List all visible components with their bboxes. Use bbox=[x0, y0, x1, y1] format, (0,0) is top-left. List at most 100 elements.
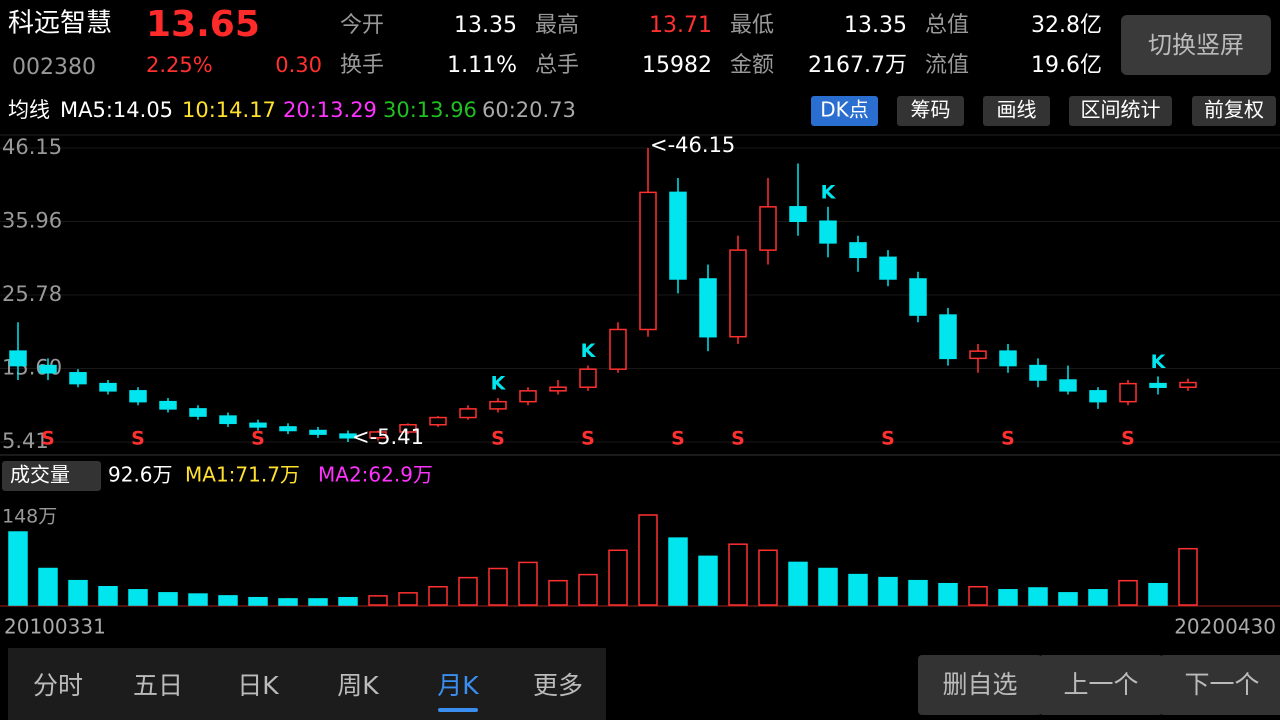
stat-label: 最低 bbox=[730, 13, 774, 38]
volume-bar bbox=[998, 589, 1018, 606]
signal: S bbox=[1121, 428, 1135, 450]
volume-bar bbox=[518, 561, 538, 606]
signal: K bbox=[491, 373, 507, 395]
candle-body bbox=[729, 249, 747, 338]
volume-axis-label: 148万 bbox=[2, 506, 57, 528]
volume-bar bbox=[728, 543, 748, 606]
signal: S bbox=[581, 428, 595, 450]
volume-bar bbox=[98, 586, 118, 606]
ma-title: 均线 bbox=[8, 98, 50, 122]
candle-body bbox=[1089, 390, 1107, 403]
volume-bar bbox=[68, 579, 88, 606]
candle-body bbox=[489, 400, 507, 410]
tool-button-label[interactable]: DK点 bbox=[820, 98, 869, 122]
stat-label: 金额 bbox=[730, 53, 774, 78]
signal: S bbox=[881, 428, 895, 450]
stat-label: 总值 bbox=[925, 13, 969, 38]
candle-body bbox=[639, 191, 657, 331]
candle-body bbox=[609, 328, 627, 370]
nav-label[interactable]: 上一个 bbox=[1063, 670, 1138, 699]
volume-selector[interactable] bbox=[2, 461, 101, 491]
tool-button-label[interactable]: 画线 bbox=[997, 98, 1037, 122]
tab[interactable]: 五日 bbox=[133, 671, 183, 700]
nav-label[interactable]: 下一个 bbox=[1184, 670, 1259, 699]
price: 13.65 bbox=[146, 4, 260, 45]
tool-button[interactable] bbox=[897, 96, 964, 126]
candle-body bbox=[1029, 364, 1047, 381]
candle-body bbox=[219, 415, 237, 425]
ma-value: 10:14.17 bbox=[182, 98, 276, 122]
y-tick-label: 46.15 bbox=[2, 135, 62, 159]
volume-bar bbox=[8, 531, 28, 606]
candle-body bbox=[279, 426, 297, 432]
volume-bar bbox=[278, 598, 298, 606]
stat-value: 32.8亿 bbox=[1031, 13, 1102, 38]
volume-bar bbox=[1058, 592, 1078, 606]
nav-label[interactable]: 删自选 bbox=[942, 670, 1017, 699]
candle-body bbox=[189, 408, 207, 417]
candle-body bbox=[39, 364, 57, 374]
volume-bar bbox=[428, 586, 448, 606]
volume-bar bbox=[818, 567, 838, 606]
candle-body bbox=[1059, 379, 1077, 392]
signal: S bbox=[251, 428, 265, 450]
stat-label: 换手 bbox=[340, 53, 384, 78]
y-tick-label: 5.41 bbox=[2, 429, 49, 453]
volume-bar bbox=[1028, 587, 1048, 606]
tab[interactable]: 分时 bbox=[33, 671, 83, 700]
volume-bar bbox=[578, 573, 598, 606]
signal: K bbox=[821, 181, 837, 203]
nav-button[interactable] bbox=[1039, 655, 1163, 715]
candle-body bbox=[999, 350, 1017, 367]
stock-name: 科远智慧 bbox=[8, 9, 112, 39]
candle-body bbox=[759, 206, 777, 251]
nav-button[interactable] bbox=[1160, 655, 1280, 715]
tab-indicator bbox=[438, 708, 478, 712]
tool-button[interactable] bbox=[811, 96, 878, 126]
volume-bar bbox=[1148, 582, 1168, 606]
volume-bar bbox=[938, 582, 958, 606]
volume-bar bbox=[968, 586, 988, 606]
volume-bar bbox=[188, 593, 208, 606]
candle-body bbox=[1149, 382, 1167, 388]
tool-button[interactable] bbox=[1069, 96, 1172, 126]
tool-button-label[interactable]: 筹码 bbox=[911, 98, 951, 122]
tab[interactable]: 周K bbox=[337, 671, 379, 700]
y-tick-label: 35.96 bbox=[2, 209, 62, 233]
stat-label: 总手 bbox=[535, 53, 579, 78]
tool-button[interactable] bbox=[1192, 96, 1276, 126]
volume-bar bbox=[638, 514, 658, 606]
volume-bar bbox=[308, 598, 328, 606]
nav-button[interactable] bbox=[918, 655, 1042, 715]
candle-body bbox=[699, 278, 717, 338]
volume-title[interactable]: 成交量 bbox=[10, 463, 70, 487]
y-tick-label: 25.78 bbox=[2, 282, 62, 306]
candle-body bbox=[1119, 382, 1137, 403]
tab-bar bbox=[8, 648, 606, 720]
candle-body bbox=[549, 386, 567, 392]
volume-value: MA1:71.7万 bbox=[185, 463, 300, 487]
volume-bar bbox=[488, 567, 508, 606]
volume-bar bbox=[158, 592, 178, 606]
tool-button[interactable] bbox=[983, 96, 1050, 126]
stat-value: 1.11% bbox=[447, 53, 517, 78]
volume-bar bbox=[368, 595, 388, 606]
volume-bar bbox=[878, 576, 898, 606]
volume-bar bbox=[1088, 589, 1108, 606]
stat-value: 15982 bbox=[642, 53, 712, 78]
volume-bar bbox=[668, 537, 688, 606]
toggle-button[interactable] bbox=[1121, 15, 1271, 75]
ma-value: 60:20.73 bbox=[482, 98, 576, 122]
tab[interactable]: 日K bbox=[237, 671, 279, 700]
code: 002380 bbox=[12, 55, 96, 80]
stat-value: 13.71 bbox=[649, 13, 712, 38]
toggle-label[interactable]: 切换竖屏 bbox=[1148, 31, 1244, 59]
tool-button-label[interactable]: 区间统计 bbox=[1081, 98, 1161, 122]
ma-value: 30:13.96 bbox=[383, 98, 477, 122]
signal: S bbox=[1001, 428, 1015, 450]
tab[interactable]: 更多 bbox=[533, 671, 583, 700]
tab[interactable]: 月K bbox=[437, 671, 479, 700]
tool-button-label[interactable]: 前复权 bbox=[1204, 98, 1264, 122]
signal: K bbox=[1151, 351, 1167, 373]
